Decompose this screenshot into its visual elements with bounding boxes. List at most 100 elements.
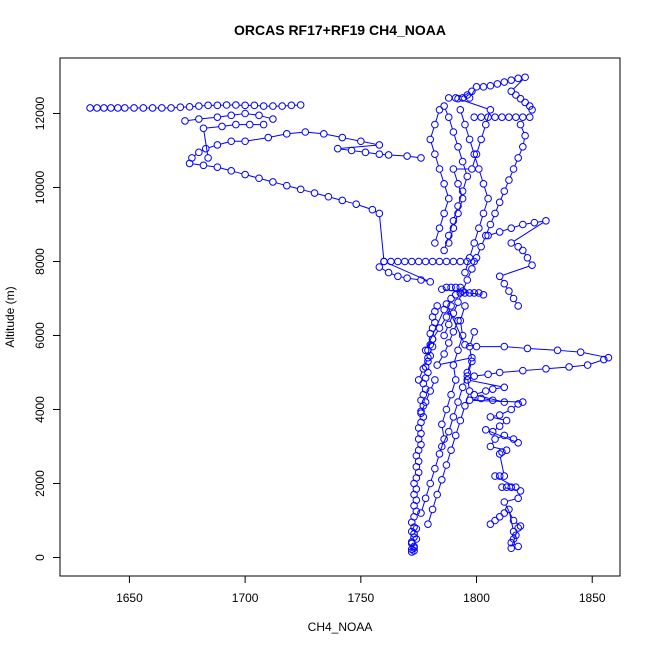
data-point [454, 209, 462, 218]
data-point [255, 174, 263, 183]
series-segment [262, 115, 270, 119]
data-point [421, 494, 430, 503]
data-point [484, 231, 492, 240]
series-segment [537, 220, 543, 223]
series-segment [426, 486, 430, 496]
data-point [407, 257, 416, 266]
series-segment [444, 108, 448, 115]
series-segment [514, 225, 520, 228]
series-segment [467, 360, 472, 370]
data-point [509, 527, 518, 536]
data-point [435, 165, 444, 173]
data-point [449, 165, 458, 173]
series-segment [474, 231, 479, 240]
series-segment [220, 115, 229, 118]
data-point [232, 120, 240, 129]
data-point [218, 122, 226, 131]
data-point [495, 198, 504, 207]
data-point [442, 313, 451, 321]
data-point [514, 542, 522, 551]
data-point [500, 342, 509, 351]
data-point [604, 353, 613, 362]
x-tick-label: 1850 [579, 591, 606, 605]
data-point [500, 509, 509, 517]
data-point [465, 396, 474, 405]
data-point [447, 294, 455, 303]
data-point [468, 165, 476, 173]
data-point [380, 257, 388, 266]
data-point [521, 73, 529, 82]
data-point [440, 331, 448, 340]
data-point [176, 103, 185, 112]
series-segment [505, 487, 518, 491]
data-point [424, 353, 432, 362]
data-point [542, 365, 550, 373]
data-point [451, 376, 460, 384]
series-segment [521, 127, 525, 133]
series-segment [514, 160, 518, 167]
data-point [449, 224, 458, 232]
data-point [484, 370, 492, 379]
data-point [431, 376, 439, 384]
series-segment [441, 427, 445, 436]
y-tick-label: 0 [33, 554, 47, 561]
data-point [512, 531, 520, 540]
data-point [456, 257, 465, 266]
data-point [454, 316, 462, 325]
series-segment [468, 271, 472, 278]
data-point [500, 398, 509, 406]
data-point [486, 413, 495, 421]
data-point [470, 150, 479, 158]
data-point [447, 283, 455, 292]
series-segment [477, 391, 483, 395]
data-point [451, 283, 460, 292]
series-segment [234, 113, 242, 116]
data-point [375, 263, 384, 271]
series-segment [484, 398, 490, 401]
data-point [338, 196, 347, 205]
data-point [523, 344, 532, 353]
series-segment [354, 150, 363, 153]
data-point [519, 366, 527, 375]
data-point [507, 483, 516, 492]
data-point [512, 91, 520, 99]
data-point [199, 124, 208, 133]
data-point [507, 87, 516, 96]
data-point [509, 535, 518, 543]
series-segment [493, 417, 504, 421]
data-point [514, 524, 522, 532]
series-segment [446, 453, 451, 462]
series-segment [203, 131, 209, 155]
series-segment [460, 408, 465, 418]
data-point [444, 194, 453, 203]
data-point [514, 302, 522, 310]
data-point [347, 146, 356, 155]
data-point [442, 405, 451, 414]
data-point [352, 200, 360, 208]
series-segment [513, 222, 544, 242]
data-point [384, 268, 393, 277]
data-point [444, 320, 453, 329]
series-segment [220, 167, 229, 171]
series-segment [522, 138, 525, 144]
data-point [454, 180, 462, 188]
data-point [505, 176, 513, 184]
data-point [426, 387, 435, 395]
series-segment [472, 157, 477, 166]
series-segment [248, 174, 256, 178]
data-point [454, 143, 462, 151]
data-point [470, 113, 479, 121]
series-segment [435, 231, 439, 240]
data-point [514, 494, 522, 503]
y-tick-label: 10000 [33, 170, 47, 204]
data-point [523, 253, 532, 262]
data-point [495, 411, 504, 419]
data-point [426, 479, 435, 488]
data-point [500, 279, 509, 288]
data-point [488, 385, 497, 393]
data-point [444, 231, 453, 240]
data-point [201, 144, 210, 153]
data-point [565, 363, 573, 371]
data-point [417, 276, 425, 284]
data-point [479, 291, 488, 299]
